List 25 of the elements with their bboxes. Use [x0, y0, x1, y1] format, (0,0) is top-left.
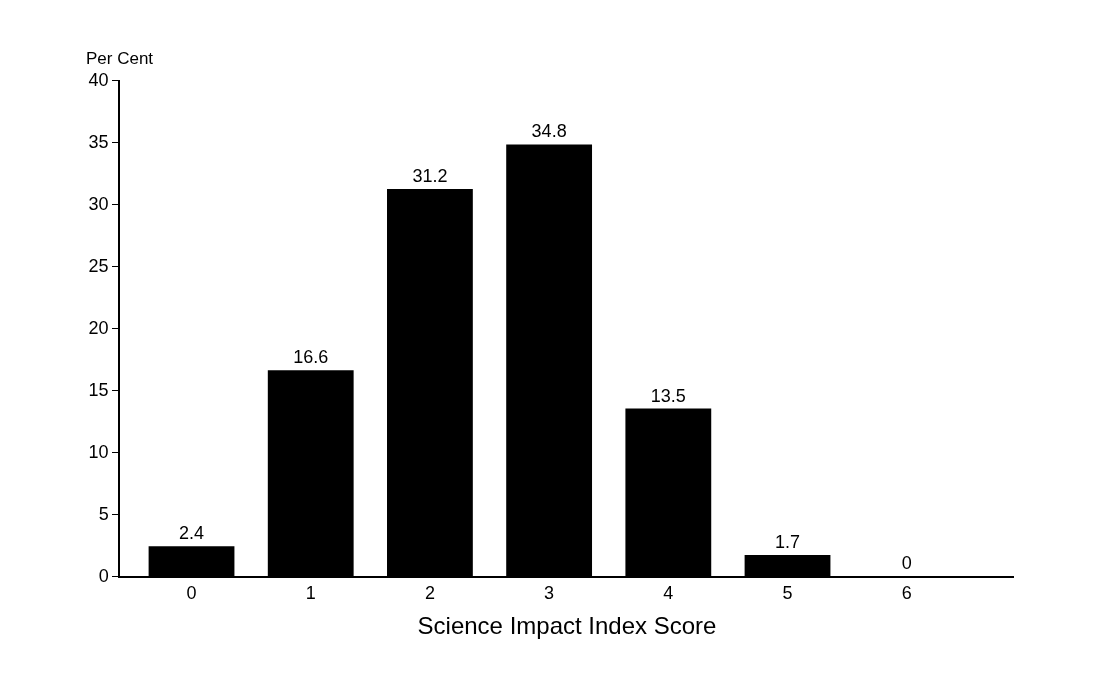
x-tick-label: 6 — [901, 583, 912, 604]
y-tick-label: 25 — [88, 256, 109, 277]
x-tick-label: 0 — [186, 583, 197, 604]
data-label: 0 — [901, 553, 912, 573]
x-axis-title: Science Impact Index Score — [417, 612, 717, 640]
data-label: 2.4 — [179, 523, 205, 544]
x-tick-label: 3 — [544, 583, 555, 604]
x-tick-label: 5 — [782, 583, 793, 604]
data-label: 16.6 — [293, 347, 329, 368]
y-tick-label: 40 — [88, 70, 109, 91]
y-tick-label: 10 — [88, 442, 109, 463]
y-tick-label: 30 — [88, 194, 109, 215]
data-label: 34.8 — [531, 121, 567, 142]
y-tick-label: 0 — [98, 566, 109, 587]
data-label: 13.5 — [650, 385, 686, 406]
y-tick-label: 15 — [88, 380, 109, 401]
y-tick-label: 35 — [88, 132, 109, 153]
data-label: 31.2 — [412, 166, 448, 187]
y-tick-label: 5 — [98, 504, 109, 525]
x-tick-label: 4 — [663, 583, 674, 604]
y-axis-title: Per Cent — [86, 49, 154, 68]
data-label: 1.7 — [775, 531, 801, 552]
y-tick-label: 20 — [88, 318, 109, 339]
x-tick-label: 1 — [305, 583, 316, 604]
x-tick-label: 2 — [424, 583, 435, 604]
